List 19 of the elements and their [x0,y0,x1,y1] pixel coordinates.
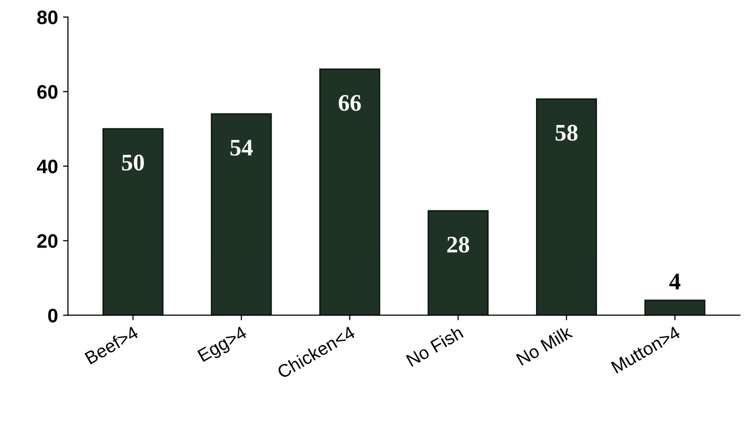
y-tick-label: 40 [36,160,58,174]
data-label: 54 [230,140,253,156]
x-tick-label: No Fish [406,326,464,367]
y-tick-label: 20 [37,234,58,248]
data-label: 58 [556,124,578,141]
bar [319,68,380,316]
data-label: 4 [669,274,680,290]
bar [210,113,272,316]
y-tick-label: 0 [48,308,58,322]
data-label: 66 [338,95,361,111]
x-tick-label: No Milk [516,324,574,366]
y-tick-label: 80 [37,10,58,24]
bar [102,128,164,316]
bar [536,98,597,316]
bar [644,300,706,316]
bar [428,210,489,316]
data-label: 28 [447,236,470,253]
y-tick-label: 60 [37,85,58,99]
data-label: 50 [122,154,144,171]
